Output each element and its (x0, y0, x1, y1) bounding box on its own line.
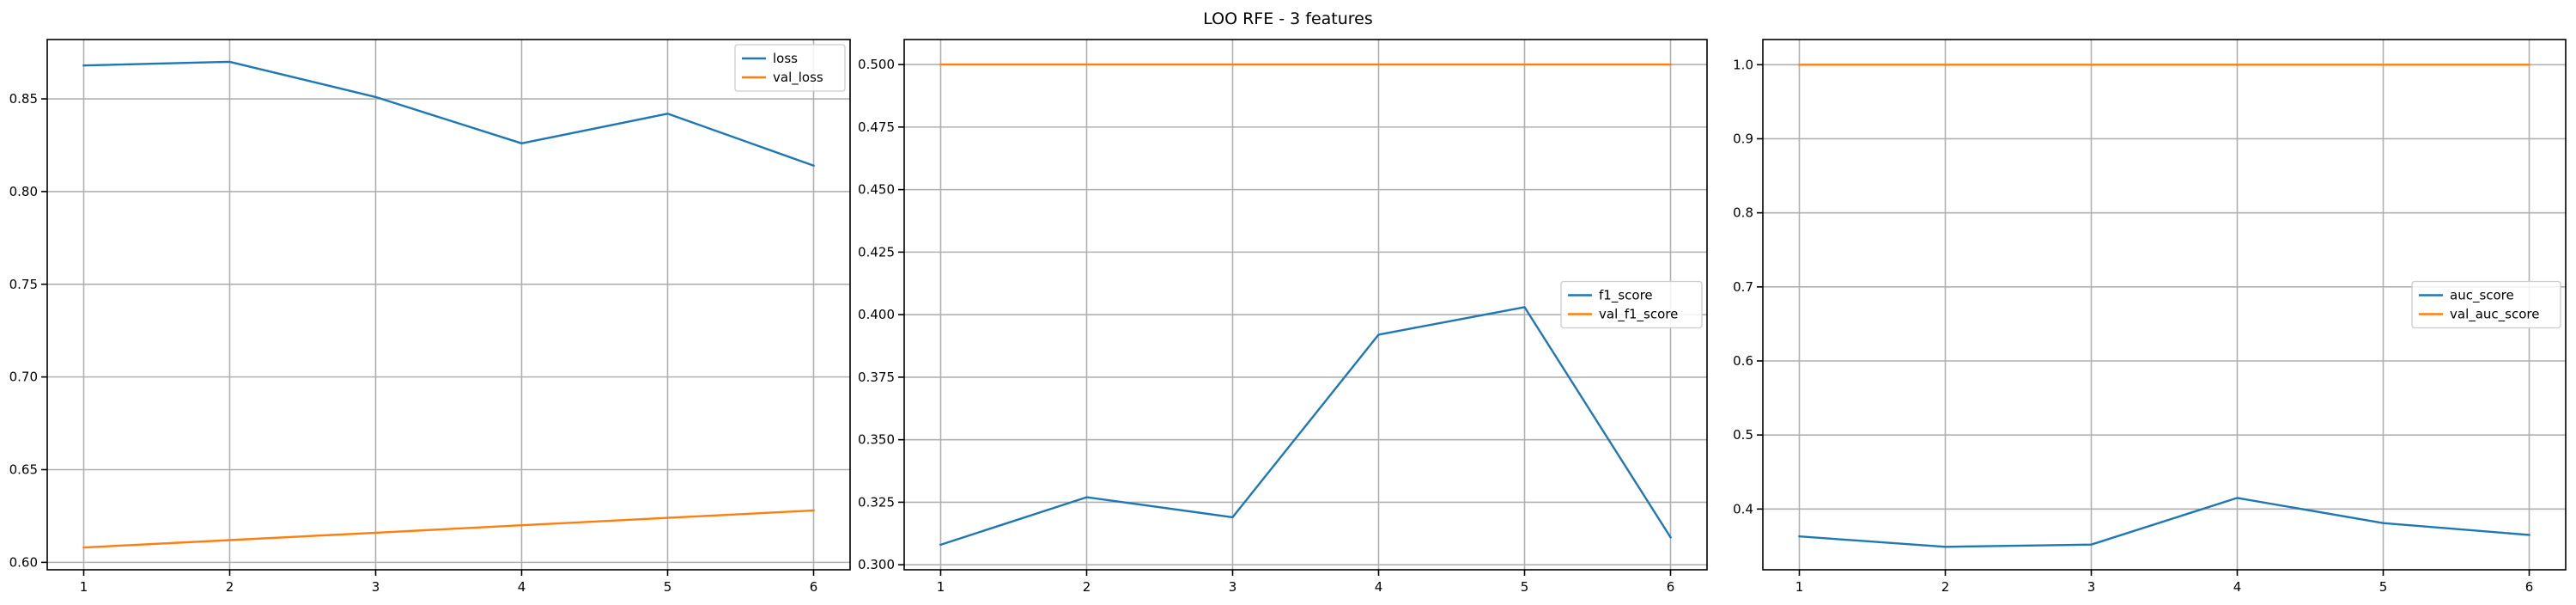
x-tick-label: 4 (2233, 579, 2242, 595)
chart-panel-2: 1 2 3 4 5 6 0.300 0.325 0.350 0.375 0.400 0.425 0.45… (858, 39, 1708, 595)
legend-label: auc_score (2450, 288, 2514, 304)
y-tick-label: 0.7 (1733, 279, 1753, 295)
x-tick-label: 2 (1083, 579, 1091, 595)
y-tick-label: 0.300 (858, 557, 895, 572)
figure-suptitle: LOO RFE - 3 features (1203, 9, 1373, 28)
y-tick-label: 0.500 (858, 57, 895, 72)
series-line-auc-score (1798, 497, 2530, 548)
x-tick-label: 5 (664, 579, 672, 595)
x-tick-label: 5 (1521, 579, 1529, 595)
y-tick-label: 0.5 (1733, 427, 1753, 443)
axes-frame (46, 39, 851, 571)
y-tick-label: 1.0 (1733, 57, 1753, 72)
y-tick-label: 0.6 (1733, 353, 1753, 369)
y-tick-label: 0.70 (9, 370, 38, 385)
y-tick-label: 0.400 (858, 307, 895, 322)
x-tick-label: 4 (1375, 579, 1383, 595)
x-tick-label: 6 (810, 579, 818, 595)
legend-label: f1_score (1599, 288, 1653, 304)
x-tick-label: 3 (1229, 579, 1237, 595)
legend-box (734, 44, 846, 92)
axes-frame (903, 39, 1708, 571)
x-tick-label: 3 (2087, 579, 2096, 595)
series-line-f1-score (939, 306, 1673, 547)
x-tick-label: 1 (80, 579, 88, 595)
series-line-loss (82, 60, 816, 168)
legend: auc_score val_auc_score (2411, 280, 2561, 329)
y-tick-label: 0.4 (1733, 501, 1753, 516)
y-tick-label: 0.9 (1733, 131, 1753, 146)
x-tick-label: 2 (1941, 579, 1950, 595)
chart-panel-3: 1 2 3 4 5 6 0.4 0.5 0.6 0.7 0.8 0.9 1.0 auc_score val_… (1733, 39, 2567, 595)
legend: f1_score val_f1_score (1560, 280, 1703, 329)
axes-frame (1762, 39, 2567, 571)
y-tick-label: 0.8 (1733, 205, 1753, 221)
series-line-val-loss (82, 509, 815, 549)
x-tick-label: 1 (1795, 579, 1804, 595)
y-tick-label: 0.375 (858, 370, 895, 385)
legend-label: val_loss (773, 70, 823, 86)
x-tick-label: 6 (2525, 579, 2534, 595)
y-tick-label: 0.65 (9, 462, 38, 478)
y-tick-label: 0.350 (858, 432, 895, 448)
y-tick-label: 0.325 (858, 494, 895, 510)
y-tick-label: 0.450 (858, 182, 895, 198)
x-tick-label: 5 (2379, 579, 2388, 595)
y-tick-label: 0.475 (858, 119, 895, 135)
x-tick-label: 2 (226, 579, 234, 595)
legend-box (1560, 280, 1703, 329)
y-tick-label: 0.425 (858, 244, 895, 260)
legend-label: val_auc_score (2450, 307, 2540, 323)
legend-label: loss (773, 51, 798, 66)
y-tick-label: 0.75 (9, 277, 38, 292)
legend-box (2411, 280, 2561, 329)
x-tick-label: 4 (518, 579, 526, 595)
legend: loss val_loss (734, 44, 846, 92)
chart-panel-1: 1 2 3 4 5 6 0.60 0.65 0.70 0.75 0.80 0.85 loss val_lo… (9, 39, 851, 595)
chart-panels: 1 2 3 4 5 60.600.650.700.750.800.85lossval_lo… (9, 39, 2567, 595)
x-tick-label: 3 (372, 579, 380, 595)
x-tick-label: 6 (1667, 579, 1675, 595)
y-tick-label: 0.60 (9, 554, 38, 570)
y-tick-label: 0.85 (9, 91, 38, 107)
y-tick-label: 0.80 (9, 184, 38, 199)
x-tick-label: 1 (937, 579, 945, 595)
legend-label: val_f1_score (1599, 307, 1678, 323)
